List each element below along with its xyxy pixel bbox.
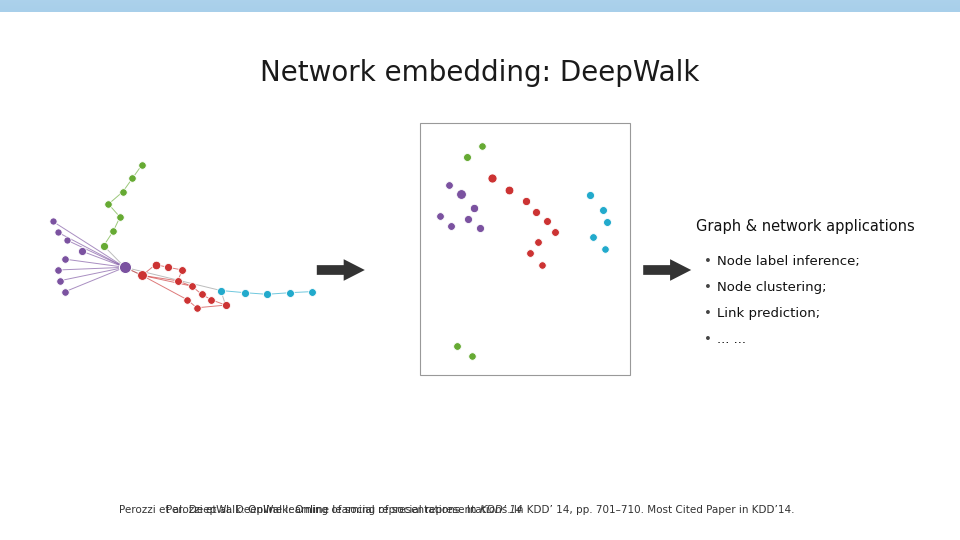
Point [213, 286, 228, 295]
Point [518, 197, 534, 205]
Text: •: • [704, 307, 711, 320]
Text: KDD’ 14: KDD’ 14 [480, 505, 522, 515]
Text: Graph & network applications: Graph & network applications [696, 219, 915, 234]
Point [50, 228, 65, 237]
Text: •: • [704, 255, 711, 268]
Point [184, 282, 200, 291]
Point [74, 247, 89, 255]
Point [472, 224, 488, 232]
Point [459, 152, 474, 161]
Bar [420, 123, 630, 375]
Point [474, 141, 490, 150]
Point [547, 228, 563, 237]
Text: Perozzi et al. DeepWalk: Online learning of social representations. In: Perozzi et al. DeepWalk: Online learning… [119, 505, 480, 515]
Point [237, 288, 252, 297]
Point [595, 205, 611, 214]
Text: Node label inference;: Node label inference; [717, 255, 860, 268]
Point [444, 221, 459, 230]
Text: Node clustering;: Node clustering; [717, 281, 827, 294]
Point [60, 236, 75, 245]
Point [58, 287, 73, 296]
Point [115, 187, 131, 196]
Point [218, 301, 233, 309]
Point [50, 266, 65, 274]
FancyArrow shape [643, 259, 691, 281]
Point [501, 186, 516, 194]
Point [453, 190, 468, 199]
Point [535, 260, 550, 269]
Point [112, 213, 128, 221]
Point [52, 276, 67, 285]
Point [530, 238, 545, 246]
Point [45, 217, 60, 226]
Text: Link prediction;: Link prediction; [717, 307, 820, 320]
Point [148, 260, 163, 269]
Point [170, 276, 185, 285]
Point [540, 217, 555, 226]
Point [180, 295, 195, 304]
Point [58, 255, 73, 264]
Point [134, 160, 150, 169]
Point [101, 200, 116, 208]
Point [175, 266, 190, 274]
Point [522, 248, 538, 257]
Text: ... ...: ... ... [717, 333, 746, 346]
Text: Network embedding: DeepWalk: Network embedding: DeepWalk [260, 59, 700, 87]
Text: •: • [704, 333, 711, 346]
Point [117, 263, 132, 272]
Point [442, 180, 457, 189]
FancyArrow shape [317, 259, 365, 281]
Point [461, 214, 476, 223]
Point [528, 207, 543, 216]
Bar [0, 0, 960, 12]
Point [259, 290, 275, 299]
Point [106, 227, 121, 235]
Point [586, 232, 601, 241]
Point [134, 271, 150, 280]
Point [194, 290, 209, 299]
Point [449, 341, 465, 350]
Point [467, 204, 482, 212]
Point [597, 245, 612, 254]
Point [432, 212, 447, 220]
Point [125, 174, 140, 183]
Point [160, 263, 176, 272]
Point [304, 287, 320, 296]
Point [484, 174, 499, 183]
Text: •: • [704, 281, 711, 294]
Point [599, 218, 614, 227]
Point [583, 191, 598, 200]
Point [204, 295, 219, 304]
Point [189, 303, 204, 312]
Point [96, 241, 111, 250]
Text: Perozzi et al. DeepWalk: Online learning of social representations. In KDD’ 14, : Perozzi et al. DeepWalk: Online learning… [166, 505, 794, 515]
Point [465, 352, 480, 361]
Point [282, 288, 298, 297]
